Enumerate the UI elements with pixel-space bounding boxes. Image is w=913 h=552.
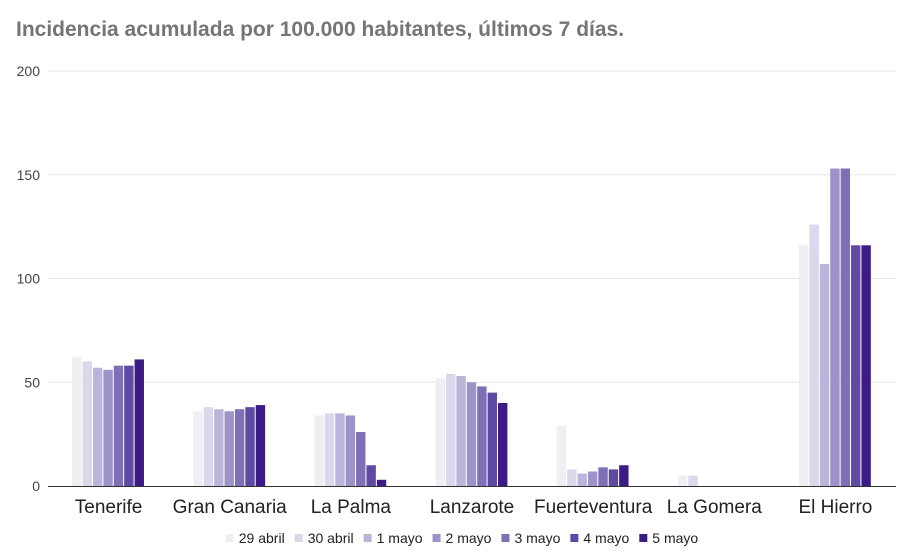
y-tick-label: 150 <box>17 167 41 183</box>
bar <box>688 475 698 486</box>
bar <box>255 405 266 486</box>
legend-item[interactable]: 29 abril <box>225 530 285 546</box>
x-axis-ticks: Tenerife Gran Canaria La Palma Lanzarote Fue… <box>75 497 873 518</box>
legend-label: 30 abril <box>308 530 354 546</box>
legend-label: 29 abril <box>239 530 285 546</box>
bar <box>466 382 477 486</box>
bar <box>245 407 255 486</box>
bar <box>356 432 366 486</box>
legend-item[interactable]: 5 mayo <box>639 530 698 546</box>
legend-swatch <box>570 534 579 542</box>
y-tick-label: 200 <box>17 63 41 79</box>
bar <box>366 465 376 486</box>
legend-swatch <box>501 534 510 542</box>
bar <box>498 403 508 486</box>
bar <box>587 471 598 486</box>
legend-item[interactable]: 2 mayo <box>432 530 492 546</box>
bar <box>376 479 387 486</box>
bar <box>799 245 809 486</box>
bar <box>92 367 103 486</box>
bar <box>193 411 203 486</box>
legend-swatch <box>639 534 648 542</box>
bar <box>819 263 830 486</box>
bar <box>124 365 134 486</box>
bar <box>456 376 466 486</box>
legend-swatch <box>363 534 372 542</box>
bar <box>608 469 619 486</box>
bar <box>324 413 335 486</box>
bar <box>82 361 92 486</box>
bar <box>477 386 487 486</box>
x-tick-label: La Palma <box>311 497 392 518</box>
bar <box>103 369 113 486</box>
bar <box>598 467 608 486</box>
bars <box>72 168 871 487</box>
bar <box>224 411 234 486</box>
bar <box>809 224 819 487</box>
legend-item[interactable]: 3 mayo <box>501 530 561 546</box>
bar <box>314 415 324 486</box>
bar <box>203 407 214 486</box>
legend-label: 2 mayo <box>446 530 492 546</box>
legend-item[interactable]: 4 mayo <box>570 530 630 546</box>
bar <box>335 413 345 486</box>
bar <box>619 465 629 486</box>
legend-swatch <box>432 534 441 542</box>
legend-label: 4 mayo <box>583 530 629 546</box>
legend-label: 3 mayo <box>514 530 560 546</box>
x-tick-label: Gran Canaria <box>173 497 287 518</box>
x-tick-label: El Hierro <box>798 497 872 518</box>
x-tick-label: Tenerife <box>75 497 143 518</box>
bar <box>234 409 245 486</box>
y-tick-label: 50 <box>24 374 40 390</box>
bar <box>830 168 840 486</box>
bar <box>556 425 567 486</box>
y-tick-label: 100 <box>17 271 41 287</box>
chart-title: Incidencia acumulada por 100.000 habitan… <box>16 18 625 41</box>
bar <box>487 392 497 486</box>
y-tick-label: 0 <box>32 478 40 494</box>
bar <box>677 475 688 486</box>
legend-swatch <box>225 534 234 542</box>
bar <box>72 357 82 486</box>
gridlines <box>48 70 896 383</box>
x-tick-label: La Gomera <box>667 497 762 518</box>
bar <box>345 415 356 486</box>
bar <box>214 409 224 486</box>
bar <box>577 473 587 486</box>
x-tick-label: Fuerteventura <box>534 497 653 518</box>
legend[interactable]: 29 abril 30 abril 1 mayo 2 mayo 3 mayo 4 mayo… <box>225 530 699 546</box>
bar <box>446 373 456 486</box>
bar <box>567 469 577 486</box>
legend-label: 1 mayo <box>377 530 423 546</box>
x-tick-label: Lanzarote <box>430 497 515 518</box>
bar <box>840 168 851 486</box>
bar <box>851 245 861 486</box>
legend-item[interactable]: 30 abril <box>294 530 354 546</box>
legend-label: 5 mayo <box>652 530 698 546</box>
bar <box>861 245 871 486</box>
legend-swatch <box>294 534 303 542</box>
bar <box>435 378 445 486</box>
legend-item[interactable]: 1 mayo <box>363 530 423 546</box>
y-axis-ticks: 0 50 100 150 200 <box>17 63 41 494</box>
bar <box>134 359 144 486</box>
bar <box>113 365 124 486</box>
